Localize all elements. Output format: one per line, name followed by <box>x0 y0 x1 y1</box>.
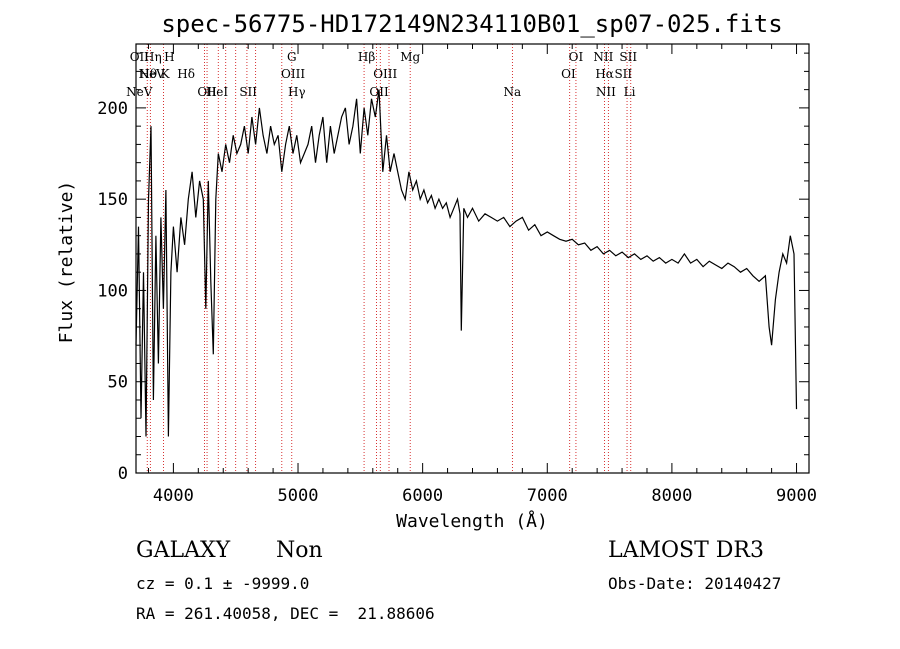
line-marker-label: SII <box>619 50 637 64</box>
line-marker-label: Hη <box>144 50 162 64</box>
line-marker-label: H <box>164 50 174 64</box>
line-marker-label: Hθ <box>139 67 157 81</box>
line-marker-label: G <box>287 50 297 64</box>
line-marker-label: OII <box>130 50 150 64</box>
line-marker-label: OIII <box>281 67 305 81</box>
line-marker-label: Na <box>504 85 522 99</box>
x-tick-label: 6000 <box>402 486 443 506</box>
x-axis-ticks: 4000 5000 6000 7000 8000 9000 <box>147 44 817 506</box>
line-marker-label: SII <box>614 67 632 81</box>
observation-date: Obs-Date: 20140427 <box>608 574 782 593</box>
y-tick-label: 200 <box>97 99 128 119</box>
chart-title: spec-56775-HD172149N234110B01_sp07-025.f… <box>161 10 782 38</box>
line-marker-label: K <box>161 67 171 81</box>
line-marker-label: NeV <box>139 67 166 81</box>
line-marker-label: OII <box>197 85 217 99</box>
coordinates: RA = 261.40058, DEC = 21.88606 <box>136 604 435 623</box>
x-tick-label: 9000 <box>776 486 817 506</box>
line-marker-label: Li <box>624 85 636 99</box>
line-marker-label: Mg <box>400 50 420 64</box>
survey-name: LAMOST DR3 <box>608 538 764 563</box>
line-marker-label: Hβ <box>358 50 375 64</box>
object-subclass: Non <box>276 538 323 563</box>
plot-frame <box>135 43 810 474</box>
line-marker-label: OI <box>561 67 576 81</box>
emission-line-markers <box>146 44 632 473</box>
x-axis-label: Wavelength (Å) <box>396 510 548 532</box>
line-marker-label: Hγ <box>288 85 306 99</box>
y-tick-label: 0 <box>118 464 128 484</box>
line-marker-label: HeI <box>206 85 229 99</box>
line-marker-label: OI <box>569 50 584 64</box>
y-tick-label: 150 <box>97 190 128 210</box>
redshift-info: cz = 0.1 ± -9999.0 <box>136 574 310 593</box>
y-tick-label: 100 <box>97 281 128 301</box>
y-axis-label: Flux (relative) <box>56 181 77 344</box>
object-class: GALAXY <box>136 538 231 563</box>
x-tick-label: 4000 <box>153 486 194 506</box>
x-tick-label: 8000 <box>651 486 692 506</box>
line-marker-label: NII <box>593 50 613 64</box>
line-marker-label: NII <box>596 85 616 99</box>
line-marker-label: Hδ <box>177 67 195 81</box>
line-marker-label: SII <box>239 85 257 99</box>
line-marker-label: OIII <box>373 67 397 81</box>
y-axis-ticks: 0 50 100 150 200 <box>97 52 809 484</box>
spectrum-series-line <box>135 89 798 437</box>
x-tick-label: 7000 <box>527 486 568 506</box>
line-marker-label: Hα <box>595 67 614 81</box>
x-tick-label: 5000 <box>278 486 319 506</box>
y-tick-label: 50 <box>108 373 128 393</box>
line-marker-label: NeV <box>126 85 153 99</box>
